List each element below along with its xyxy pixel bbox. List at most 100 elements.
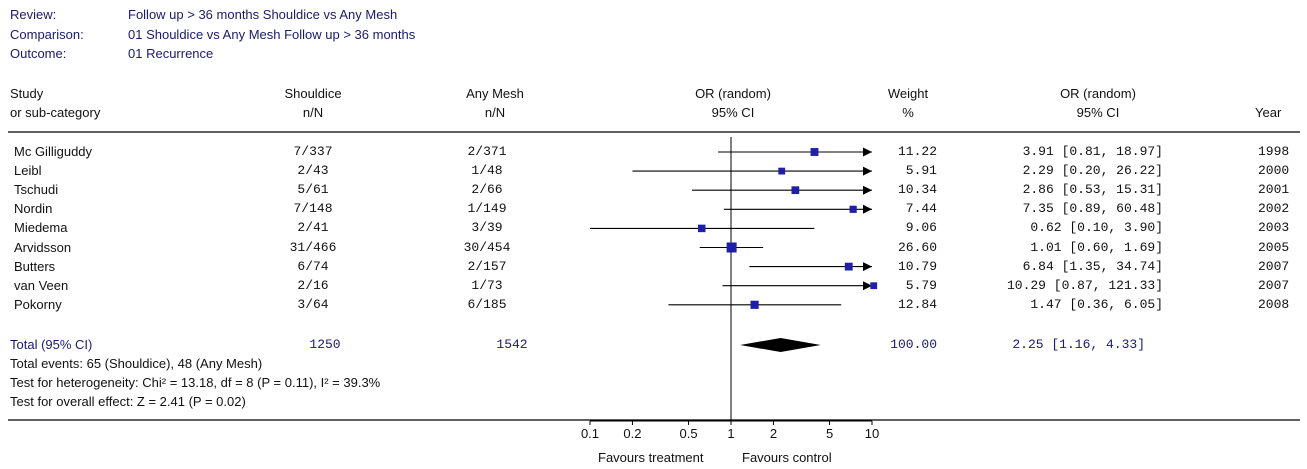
study-weight: 7.44 <box>905 201 937 217</box>
study-or-ci: 2.29 [0.20, 26.22] <box>1022 163 1163 179</box>
review-label: Review: <box>10 7 57 22</box>
study-name: van Veen <box>14 277 69 293</box>
total-or-ci: 2.25 [1.16, 4.33] <box>1012 337 1145 352</box>
treatment-events: 3/64 <box>297 296 329 312</box>
study-weight: 10.79 <box>897 258 937 274</box>
study-year: 2007 <box>1258 277 1290 293</box>
study-weight: 5.79 <box>905 277 937 293</box>
col-or-header: OR (random) <box>1060 86 1136 101</box>
study-year: 1998 <box>1258 144 1290 159</box>
study-name: Butters <box>14 258 56 274</box>
study-or-ci: 10.29 [0.87, 121.33] <box>1006 277 1163 293</box>
study-weight: 11.22 <box>897 144 937 159</box>
study-year: 2002 <box>1258 201 1290 217</box>
favours-left-label: Favours treatment <box>598 450 704 465</box>
control-events: 2/66 <box>471 182 503 198</box>
col-control-subheader: n/N <box>484 105 506 120</box>
study-name: Mc Gilliguddy <box>14 144 93 159</box>
point-estimate-marker <box>778 167 786 175</box>
total-weight: 100.00 <box>890 337 937 352</box>
col-year-header: Year <box>1255 105 1282 120</box>
col-control-header: Any Mesh <box>466 86 524 101</box>
point-estimate-marker <box>750 300 759 309</box>
col-study-header: Study <box>10 86 44 101</box>
study-or-ci: 7.35 [0.89, 60.48] <box>1022 201 1163 217</box>
point-estimate-marker <box>870 282 878 290</box>
study-or-ci: 2.86 [0.53, 15.31] <box>1022 182 1163 198</box>
point-estimate-marker <box>697 224 706 233</box>
x-tick-label: 5 <box>826 426 833 441</box>
treatment-events: 7/337 <box>293 144 333 159</box>
treatment-events: 7/148 <box>293 201 333 217</box>
ci-arrow-right <box>863 147 872 157</box>
x-tick-label: 1 <box>727 426 734 441</box>
comparison-value: 01 Shouldice vs Any Mesh Follow up > 36 … <box>128 27 416 42</box>
col-plot-header: OR (random) <box>695 86 771 101</box>
review-value: Follow up > 36 months Shouldice vs Any M… <box>128 7 398 22</box>
study-name: Pokorny <box>14 296 62 312</box>
study-or-ci: 6.84 [1.35, 34.74] <box>1022 258 1163 274</box>
treatment-events: 6/74 <box>297 258 329 274</box>
study-or-ci: 3.91 [0.81, 18.97] <box>1022 144 1163 159</box>
treatment-events: 2/43 <box>297 163 329 179</box>
study-weight: 12.84 <box>897 296 937 312</box>
col-study-subheader: or sub-category <box>10 105 101 120</box>
treatment-events: 2/16 <box>297 277 329 293</box>
col-treatment-header: Shouldice <box>284 86 342 101</box>
outcome-value: 01 Recurrence <box>128 46 214 61</box>
treatment-events: 5/61 <box>297 182 329 198</box>
point-estimate-marker <box>849 205 857 213</box>
study-year: 2003 <box>1258 220 1290 236</box>
comparison-label: Comparison: <box>10 27 84 42</box>
control-events: 2/371 <box>467 144 507 159</box>
study-name: Tschudi <box>14 182 59 198</box>
col-plot-subheader: 95% CI <box>711 105 755 120</box>
control-events: 6/185 <box>467 296 507 312</box>
total-label: Total (95% CI) <box>10 337 93 352</box>
summary-note: Test for overall effect: Z = 2.41 (P = 0… <box>10 394 246 409</box>
ci-arrow-right <box>863 185 872 195</box>
col-weight-header: Weight <box>887 86 929 101</box>
study-year: 2005 <box>1258 239 1290 255</box>
study-weight: 26.60 <box>897 239 937 255</box>
study-name: Miedema <box>14 220 68 236</box>
study-year: 2000 <box>1258 163 1290 179</box>
x-tick-label: 2 <box>770 426 777 441</box>
control-events: 1/149 <box>467 201 507 217</box>
col-weight-subheader: % <box>902 105 914 120</box>
ci-arrow-right <box>863 166 872 176</box>
study-weight: 9.06 <box>905 220 937 236</box>
point-estimate-marker <box>726 242 737 253</box>
summary-note: Total events: 65 (Shouldice), 48 (Any Me… <box>10 356 263 371</box>
ci-arrow-right <box>863 204 872 214</box>
control-events: 3/39 <box>471 220 503 236</box>
ci-arrow-right <box>863 281 872 291</box>
study-name: Arvidsson <box>14 239 72 255</box>
total-treatment: 1250 <box>309 337 341 352</box>
col-treatment-subheader: n/N <box>302 105 324 120</box>
control-events: 1/73 <box>471 277 503 293</box>
study-year: 2007 <box>1258 258 1290 274</box>
pooled-diamond <box>740 338 821 352</box>
col-or-subheader: 95% CI <box>1076 105 1120 120</box>
x-tick-label: 10 <box>865 426 879 441</box>
point-estimate-marker <box>810 148 819 156</box>
study-year: 2001 <box>1258 182 1290 198</box>
study-or-ci: 1.47 [0.36, 6.05] <box>1030 296 1163 312</box>
point-estimate-marker <box>791 186 800 195</box>
point-estimate-marker <box>844 262 853 271</box>
x-tick-label: 0.1 <box>581 426 599 441</box>
study-weight: 10.34 <box>897 182 937 198</box>
study-year: 2008 <box>1258 296 1290 312</box>
outcome-label: Outcome: <box>10 46 67 61</box>
ci-arrow-right <box>863 262 872 272</box>
treatment-events: 2/41 <box>297 220 329 236</box>
control-events: 2/157 <box>467 258 507 274</box>
total-control: 1542 <box>496 337 528 352</box>
control-events: 30/454 <box>463 239 511 255</box>
x-tick-label: 0.5 <box>680 426 698 441</box>
x-tick-label: 0.2 <box>623 426 641 441</box>
study-or-ci: 1.01 [0.60, 1.69] <box>1030 239 1163 255</box>
study-name: Nordin <box>14 201 53 217</box>
